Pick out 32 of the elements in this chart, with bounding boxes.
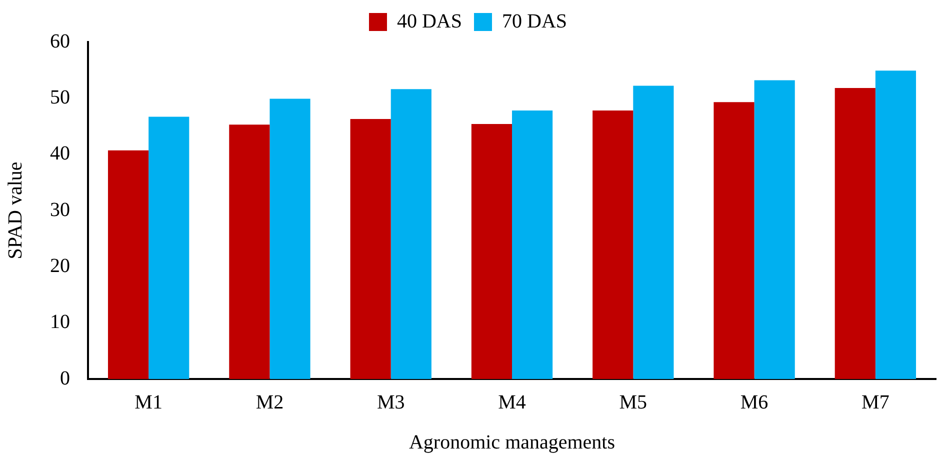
y-tick-label: 40 <box>50 142 70 165</box>
bar <box>592 110 634 379</box>
bar <box>390 89 432 379</box>
y-tick-label: 50 <box>50 86 70 108</box>
legend-label: 70 DAS <box>502 10 568 32</box>
x-tick-label: M3 <box>376 391 405 414</box>
bar <box>834 88 876 379</box>
y-tick-label: 0 <box>60 367 70 390</box>
bar <box>270 98 310 379</box>
y-axis-title: SPAD value <box>4 162 26 260</box>
bar <box>148 116 190 379</box>
x-tick-label: M1 <box>134 391 162 414</box>
x-tick-label: M6 <box>740 391 768 414</box>
legend-label: 40 DAS <box>396 10 462 32</box>
bar <box>512 110 553 379</box>
bar <box>108 150 149 379</box>
y-tick-label: 30 <box>50 198 70 221</box>
bar <box>754 80 795 379</box>
bar <box>471 124 512 379</box>
x-tick-label: M5 <box>619 391 648 414</box>
bar <box>714 102 754 379</box>
x-axis-title: Agronomic managements <box>408 431 616 454</box>
y-tick-label: 60 <box>50 30 70 52</box>
x-tick-label: M4 <box>498 391 526 414</box>
y-tick-label: 10 <box>50 311 70 334</box>
y-tick-label: 20 <box>50 254 70 277</box>
bar <box>633 86 674 379</box>
bar <box>875 70 916 379</box>
x-tick-label: M2 <box>256 391 284 414</box>
bar <box>350 118 391 379</box>
bar <box>229 124 270 379</box>
x-tick-label: M7 <box>862 391 890 414</box>
